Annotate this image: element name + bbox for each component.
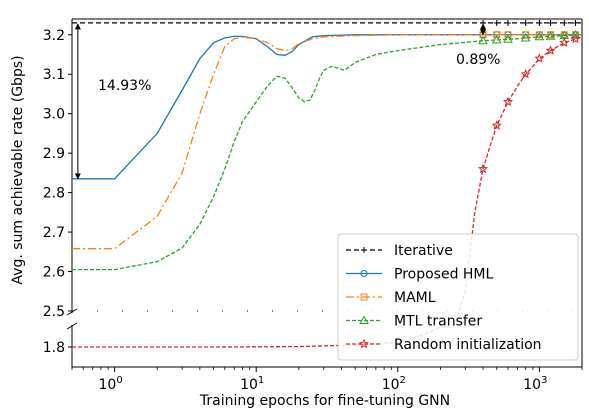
- legend-label: MAML: [394, 290, 436, 306]
- legend-item: MTL transfer: [346, 314, 482, 330]
- series-marker: [561, 19, 568, 26]
- y-tick-label: 2.6: [43, 265, 65, 281]
- series-marker: [545, 45, 556, 55]
- legend-marker: [360, 293, 368, 301]
- series-marker: [491, 120, 502, 130]
- annotation-label: 0.89%: [456, 52, 500, 68]
- y-tick-label: 3.0: [43, 107, 65, 123]
- y-tick-label: 3.1: [43, 67, 65, 83]
- axis-break-mark: [66, 322, 78, 330]
- series-marker: [503, 34, 513, 43]
- x-tick-label: 101: [240, 375, 264, 393]
- series-marker: [536, 19, 543, 26]
- x-tick-label: 103: [523, 375, 547, 393]
- legend-label: Iterative: [394, 243, 453, 259]
- series-marker: [522, 19, 529, 26]
- series-marker: [520, 32, 531, 42]
- legend: Iterative Proposed HML MAML MTL transfer Ran…: [337, 233, 579, 361]
- legend-item: Proposed HML: [346, 267, 494, 283]
- legend-marker: [361, 247, 367, 253]
- series-mtl-transfer: [72, 30, 583, 271]
- series-marker: [502, 96, 514, 107]
- annotation-label: 14.93%: [98, 78, 151, 94]
- series-marker: [478, 35, 488, 45]
- series-marker: [520, 68, 531, 79]
- legend-item: MAML: [346, 290, 436, 306]
- y-tick-label: 2.8: [43, 186, 65, 202]
- y-axis-label: Avg. sum achievable rate (Gbps): [10, 55, 26, 284]
- series-marker: [504, 31, 512, 39]
- y-tick-label: 2.7: [43, 225, 65, 241]
- axis-break-mark: [66, 308, 78, 316]
- ticks: 2.5 2.6 2.7 2.8 2.9 3.0 3.1 3.2 1.8 100 101 102 103: [43, 28, 583, 393]
- series-marker: [504, 19, 511, 26]
- y-tick-label: 3.2: [43, 28, 65, 44]
- series-marker: [547, 19, 554, 26]
- series-marker: [493, 19, 500, 26]
- y-tick-label: 1.8: [43, 340, 65, 356]
- series-line: [72, 34, 582, 180]
- x-tick-label: 102: [382, 375, 406, 393]
- series-line: [72, 34, 583, 271]
- series-marker: [477, 163, 489, 174]
- legend-label: Proposed HML: [394, 267, 494, 283]
- series-marker: [559, 37, 570, 47]
- series-line: [72, 34, 582, 250]
- series-marker: [545, 31, 556, 40]
- y-tick-label: 2.9: [43, 146, 65, 162]
- x-axis-label: Training epochs for fine-tuning GNN: [199, 393, 450, 409]
- series-marker: [572, 19, 579, 26]
- series-iterative: [72, 19, 582, 26]
- legend-marker: [359, 315, 369, 324]
- legend-item: Iterative: [346, 243, 453, 259]
- series-marker: [570, 30, 581, 39]
- legend-item: Random initialization: [346, 337, 542, 353]
- x-tick-label: 100: [99, 375, 123, 393]
- legend-label: Random initialization: [394, 337, 542, 353]
- series-marker: [534, 31, 545, 41]
- series-marker: [491, 34, 502, 44]
- series-marker: [570, 33, 581, 44]
- legend-box: [337, 233, 579, 361]
- legend-marker: [360, 270, 368, 277]
- series-maml: [72, 31, 582, 250]
- legend-marker: [359, 338, 369, 349]
- series-marker: [493, 31, 501, 39]
- y-tick-label: 2.5: [43, 304, 65, 320]
- annotations: 14.93% 0.89%: [74, 23, 500, 180]
- series-marker: [534, 53, 545, 63]
- legend-label: MTL transfer: [394, 314, 482, 330]
- series-marker: [522, 31, 530, 39]
